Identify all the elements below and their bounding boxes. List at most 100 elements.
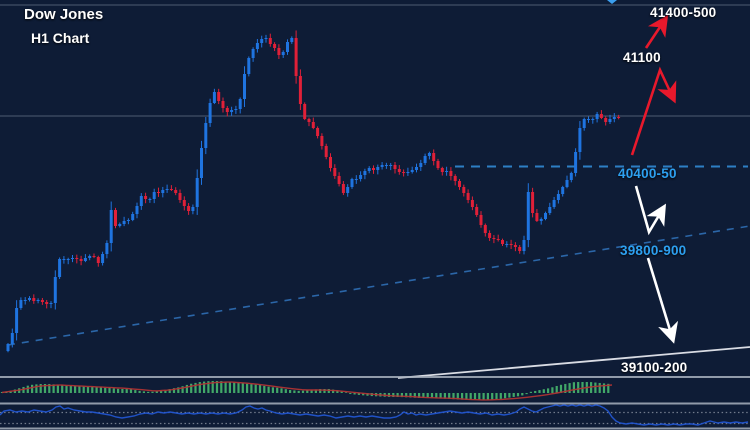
macd-bar <box>594 382 597 393</box>
candle-body <box>255 43 259 49</box>
candle-body <box>432 153 436 161</box>
price-level-label-39800-900: 39800-900 <box>620 243 687 258</box>
macd-bar <box>362 393 365 396</box>
candle-body <box>122 221 126 224</box>
macd-bar <box>112 388 115 393</box>
candle-body <box>449 171 453 176</box>
macd-bar <box>327 389 330 393</box>
macd-bar <box>82 386 85 393</box>
candle-body <box>217 92 221 101</box>
macd-bar <box>181 386 184 393</box>
candle-body <box>277 48 281 55</box>
macd-bar <box>69 386 72 393</box>
macd-bar <box>263 385 266 393</box>
candle-body <box>578 128 582 152</box>
candle-body <box>569 173 573 180</box>
candle-body <box>406 172 410 173</box>
candle-body <box>475 207 479 215</box>
candle-body <box>617 117 621 118</box>
macd-bar <box>198 382 201 393</box>
macd-bar <box>86 386 90 393</box>
candle-body <box>238 99 242 109</box>
candle-body <box>599 114 603 118</box>
candle-body <box>36 300 40 301</box>
candle-body <box>53 277 57 303</box>
candle-body <box>350 179 354 187</box>
macd-bar <box>486 393 489 400</box>
candle-body <box>286 42 289 52</box>
macd-bar <box>190 383 193 393</box>
candle-body <box>79 259 83 261</box>
macd-bar <box>461 393 464 400</box>
candle-body <box>453 176 457 181</box>
macd-bar <box>237 382 240 393</box>
candle-body <box>273 44 277 48</box>
candle-body <box>608 119 612 122</box>
candle-body <box>10 333 14 344</box>
candle-body <box>191 207 195 211</box>
candle-body <box>333 168 337 176</box>
macd-bar <box>61 385 64 393</box>
candle-body <box>157 192 160 193</box>
macd-signal <box>1 381 613 401</box>
macd-bar <box>194 382 197 393</box>
macd-bar <box>473 393 477 400</box>
candle-body <box>96 257 100 263</box>
macd-bar <box>48 384 51 393</box>
macd-bar <box>336 390 339 393</box>
projection-up-to-41400 <box>644 14 669 49</box>
candle-body <box>204 123 208 148</box>
candle-body <box>66 259 70 260</box>
candle-body <box>419 163 423 167</box>
macd-bar <box>516 393 520 397</box>
candle-body <box>208 103 212 123</box>
candle-body <box>49 303 53 304</box>
candle-body <box>402 172 406 173</box>
macd-bar <box>430 393 434 399</box>
macd-bar <box>413 393 416 398</box>
macd-bar <box>138 390 141 393</box>
candle-body <box>587 119 590 120</box>
candle-body <box>290 38 294 42</box>
macd-bar <box>35 384 38 393</box>
macd-bar <box>512 393 515 397</box>
candle-body <box>380 165 384 167</box>
candle-body <box>440 168 444 172</box>
candle-body <box>513 245 517 247</box>
candle-body <box>169 189 173 190</box>
macd-bar <box>246 383 249 393</box>
macd-bar <box>357 393 360 395</box>
candle-body <box>462 187 466 193</box>
candle-body <box>75 258 79 259</box>
candle-body <box>195 178 199 207</box>
candle-body <box>221 101 225 108</box>
oscillator-polyline <box>0 404 749 426</box>
candle-body <box>83 258 87 261</box>
macd-bar <box>456 393 459 400</box>
macd-bar <box>465 393 468 400</box>
macd-bar <box>418 393 421 398</box>
macd-bar <box>508 393 511 398</box>
candle-body <box>458 181 461 187</box>
candle-body <box>488 233 492 238</box>
macd-bar <box>598 382 601 393</box>
macd-bar <box>340 391 343 393</box>
macd-bar <box>220 381 223 393</box>
candle-body <box>212 92 216 103</box>
candle-body <box>436 161 440 168</box>
macd-bar <box>142 391 145 393</box>
candle-body <box>234 109 238 110</box>
macd-bar <box>233 382 236 393</box>
macd-bar <box>267 386 270 393</box>
candle-body <box>114 210 117 226</box>
candle-body <box>264 38 268 39</box>
price-level-label-39100-200: 39100-200 <box>621 360 688 375</box>
macd-bar <box>258 385 262 393</box>
macd-bar <box>577 382 580 393</box>
candlestick-series <box>6 30 621 353</box>
candle-body <box>329 157 332 168</box>
macd-bar <box>250 384 253 393</box>
macd-bar <box>392 393 395 397</box>
macd-bar <box>121 389 124 393</box>
